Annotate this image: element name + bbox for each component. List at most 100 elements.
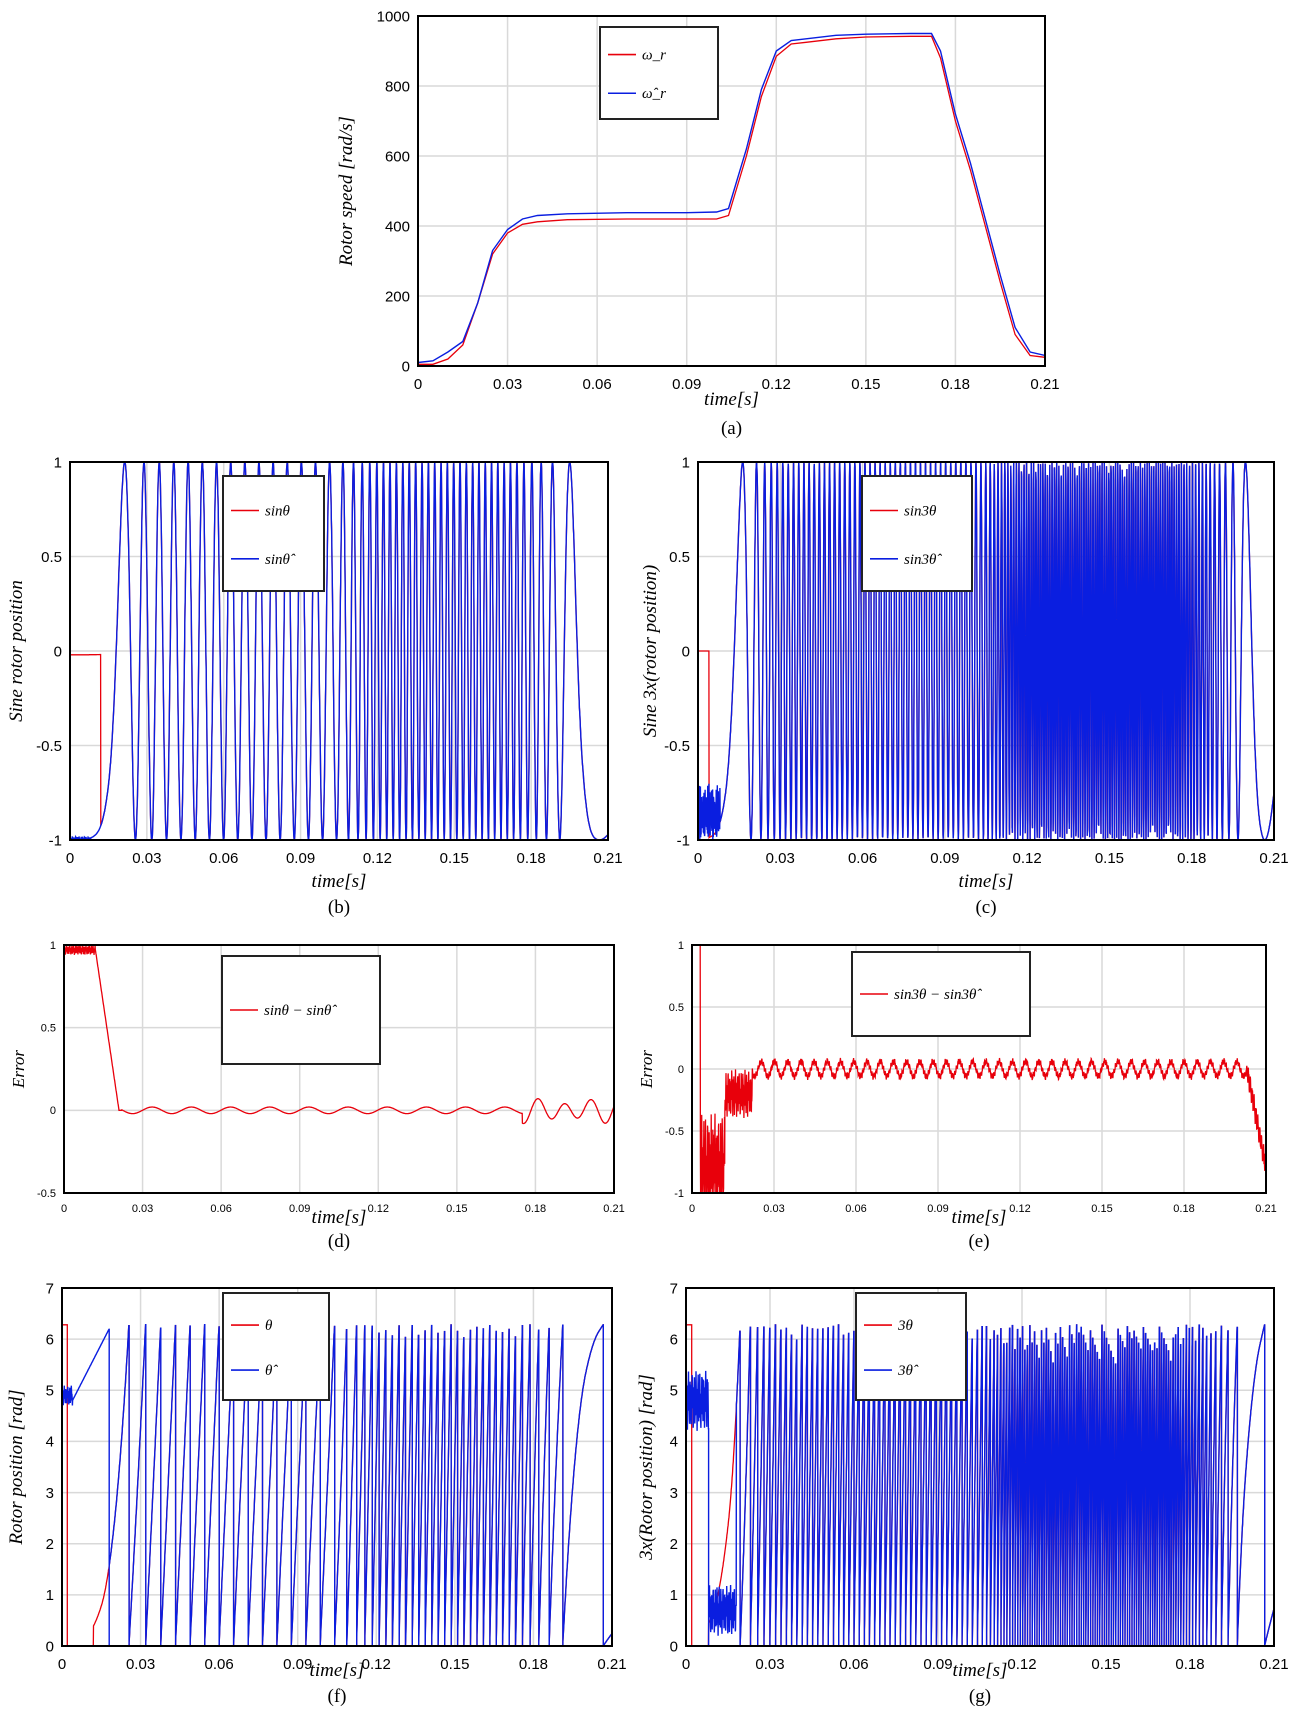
x-tick-label: 0.21 [1030,376,1059,393]
y-tick-label: 0.5 [669,1002,684,1014]
x-tick-label: 0.09 [927,1203,948,1215]
y-tick-label: -0.5 [37,1188,56,1200]
x-tick-label: 0.06 [210,1203,231,1215]
x-tick-label: 0.21 [1255,1203,1276,1215]
x-tick-label: 0.18 [1173,1203,1194,1215]
x-tick-label: 0 [682,1656,690,1673]
legend-label: sin3θ − sin3θ̂ [894,987,982,1003]
y-axis-label: Sine 3x(rotor position) [640,565,661,737]
y-tick-label: 0 [46,1638,54,1655]
y-tick-label: 6 [46,1331,54,1348]
y-tick-label: 1 [46,1587,54,1604]
x-tick-label: 0.09 [283,1656,312,1673]
axes-frame [697,461,1275,841]
x-tick-label: 0.03 [126,1656,155,1673]
x-tick-label: 0 [61,1203,67,1215]
panel-label: (e) [968,1231,989,1252]
axes-frame [63,944,615,1194]
x-tick-label: 0.12 [762,376,791,393]
x-tick-label: 0.09 [289,1203,310,1215]
y-tick-label: 0.5 [41,1023,56,1035]
y-tick-label: -1 [677,832,690,849]
panel-label: (d) [328,1231,350,1252]
y-tick-label: 1 [682,454,690,471]
x-tick-label: 0.06 [205,1656,234,1673]
series-line-2 [686,1324,1274,1646]
y-axis-label: Rotor position [rad] [6,1389,27,1545]
x-axis-label: time[s] [952,1207,1007,1228]
legend: sin3θ sin3θ̂ [861,475,973,592]
x-tick-label: 0.15 [1095,850,1124,867]
panel-label: (f) [328,1686,347,1707]
y-tick-label: 2 [46,1536,54,1553]
y-tick-label: 1 [670,1587,678,1604]
legend-label: θ [265,1318,273,1334]
y-tick-label: 0.5 [41,549,62,566]
axes-frame [417,15,1046,367]
y-tick-label: 5 [670,1383,678,1400]
axes-frame [61,1287,613,1647]
legend-label: 3θ [897,1318,914,1334]
x-tick-label: 0.06 [839,1656,868,1673]
x-tick-label: 0.15 [851,376,880,393]
x-tick-label: 0.18 [1177,850,1206,867]
chart-d: 0 0.03 0.06 0.09 0.12 0.15 0.18 0.21 -0.5 0 0.5 1 si… [9,940,625,1252]
x-tick-label: 0.21 [1259,1656,1288,1673]
y-tick-label: -0.5 [36,738,62,755]
series-line-1 [692,944,1266,1194]
y-tick-label: 1 [54,454,62,471]
x-tick-label: 0.03 [766,850,795,867]
y-axis-label: Error [9,1050,28,1089]
legend-box [861,475,973,592]
panel-label: (g) [969,1686,991,1707]
x-axis-label: time[s] [312,1207,367,1228]
x-tick-label: 0.15 [1091,1203,1112,1215]
y-tick-label: 3 [46,1485,54,1502]
x-tick-label: 0 [66,850,74,867]
legend-label: ω_r [642,48,666,64]
y-tick-label: 1000 [377,8,410,25]
panel-label: (b) [328,897,350,918]
series-line-2 [418,32,1045,364]
x-tick-label: 0.12 [1007,1656,1036,1673]
x-tick-label: 0.15 [440,850,469,867]
series-line-1 [418,35,1045,365]
y-tick-label: 4 [46,1434,54,1451]
x-tick-label: 0.09 [923,1656,952,1673]
y-tick-label: -1 [49,832,62,849]
chart-a: 0 0.03 0.06 0.09 0.12 0.15 0.18 0.21 0 200 400 600 8… [336,8,1060,439]
x-tick-label: 0.18 [941,376,970,393]
legend-box [222,475,325,592]
x-tick-label: 0.03 [132,850,161,867]
legend: θθ̂ [222,1292,330,1401]
y-tick-label: -1 [674,1188,684,1200]
x-tick-label: 0.12 [363,850,392,867]
x-tick-label: 0.06 [845,1203,866,1215]
y-tick-label: 0 [682,643,690,660]
x-tick-label: 0.06 [583,376,612,393]
axes-frame [69,461,609,841]
x-tick-label: 0.12 [368,1203,389,1215]
chart-b: 0 0.03 0.06 0.09 0.12 0.15 0.18 0.21 -1 -0.5 0 0.5 1… [6,454,623,918]
y-tick-label: -0.5 [664,738,690,755]
x-tick-label: 0 [414,376,422,393]
y-tick-label: 0 [670,1638,678,1655]
y-tick-label: 6 [670,1331,678,1348]
legend-box [599,26,719,120]
y-tick-label: 7 [670,1280,678,1297]
plot-area [418,16,1045,366]
y-tick-label: 600 [385,148,410,165]
series-line-2 [70,461,608,841]
x-tick-label: 0.09 [286,850,315,867]
legend-box [222,1292,330,1401]
series-line-2 [698,461,1274,841]
legend-label: sin3θ [904,504,937,520]
y-tick-label: 1 [678,940,684,952]
x-tick-label: 0.03 [755,1656,784,1673]
y-axis-label: Rotor speed [rad/s] [336,116,357,267]
y-tick-label: 4 [670,1434,678,1451]
legend-box [855,1292,967,1401]
x-tick-label: 0.15 [446,1203,467,1215]
x-tick-label: 0.21 [603,1203,624,1215]
